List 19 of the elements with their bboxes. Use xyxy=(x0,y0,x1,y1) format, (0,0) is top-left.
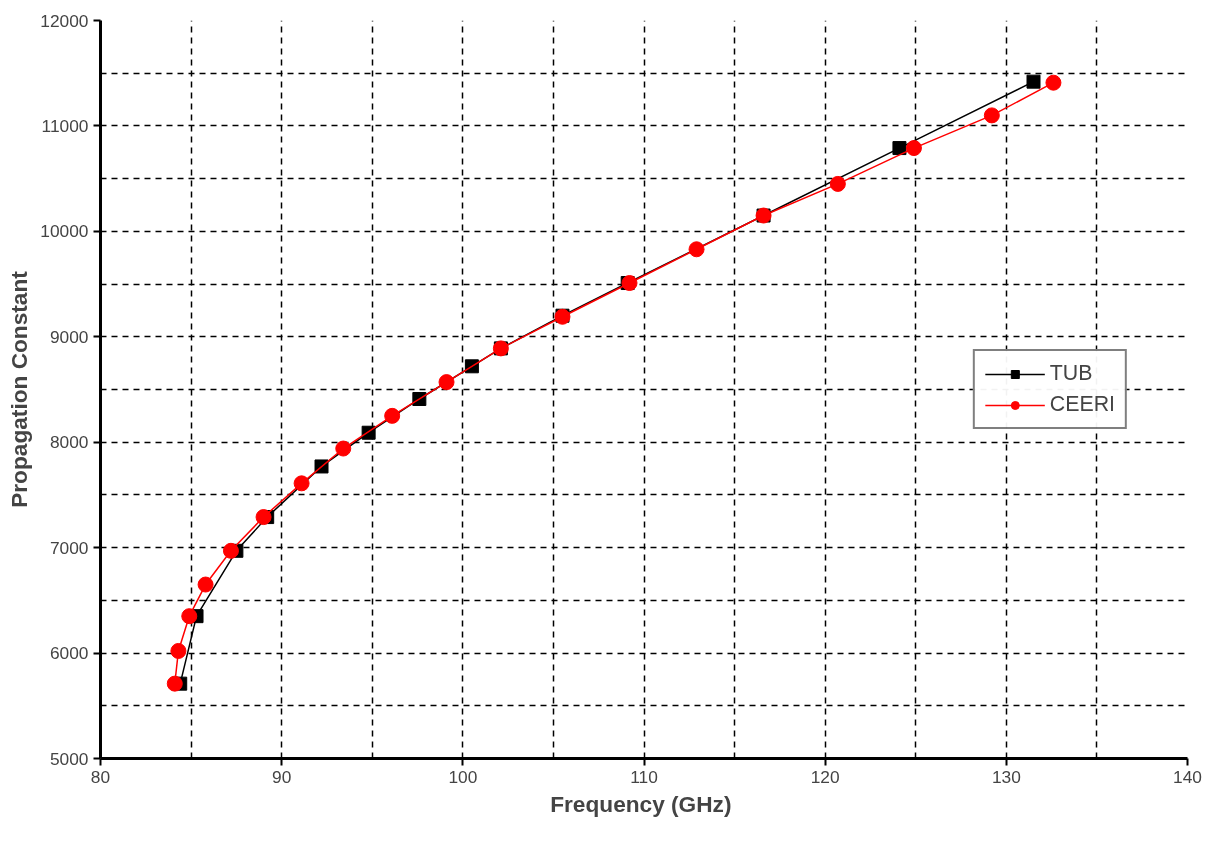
x-axis-title: Frequency (GHz) xyxy=(550,790,732,817)
legend-label: CEERI xyxy=(1049,392,1115,417)
x-tick-label: 130 xyxy=(991,766,1021,787)
x-tick-label: 90 xyxy=(272,766,292,787)
y-tick-label: 8000 xyxy=(49,432,89,453)
y-tick-label: 5000 xyxy=(49,748,89,769)
y-tick-label: 6000 xyxy=(49,643,89,664)
x-tick-label: 80 xyxy=(90,766,111,787)
x-tick-label: 140 xyxy=(1173,766,1202,787)
x-tick-label: 110 xyxy=(630,766,658,787)
y-tick-label: 9000 xyxy=(49,326,89,347)
y-tick-label: 10000 xyxy=(40,221,89,242)
y-tick-label: 12000 xyxy=(40,10,89,31)
y-axis-title: Propagation Constant xyxy=(6,270,33,508)
x-tick-label: 120 xyxy=(810,766,840,787)
y-tick-label: 11000 xyxy=(41,115,89,136)
y-tick-label: 7000 xyxy=(49,537,89,558)
legend-label: TUB xyxy=(1049,361,1093,386)
x-tick-label: 100 xyxy=(448,766,478,787)
